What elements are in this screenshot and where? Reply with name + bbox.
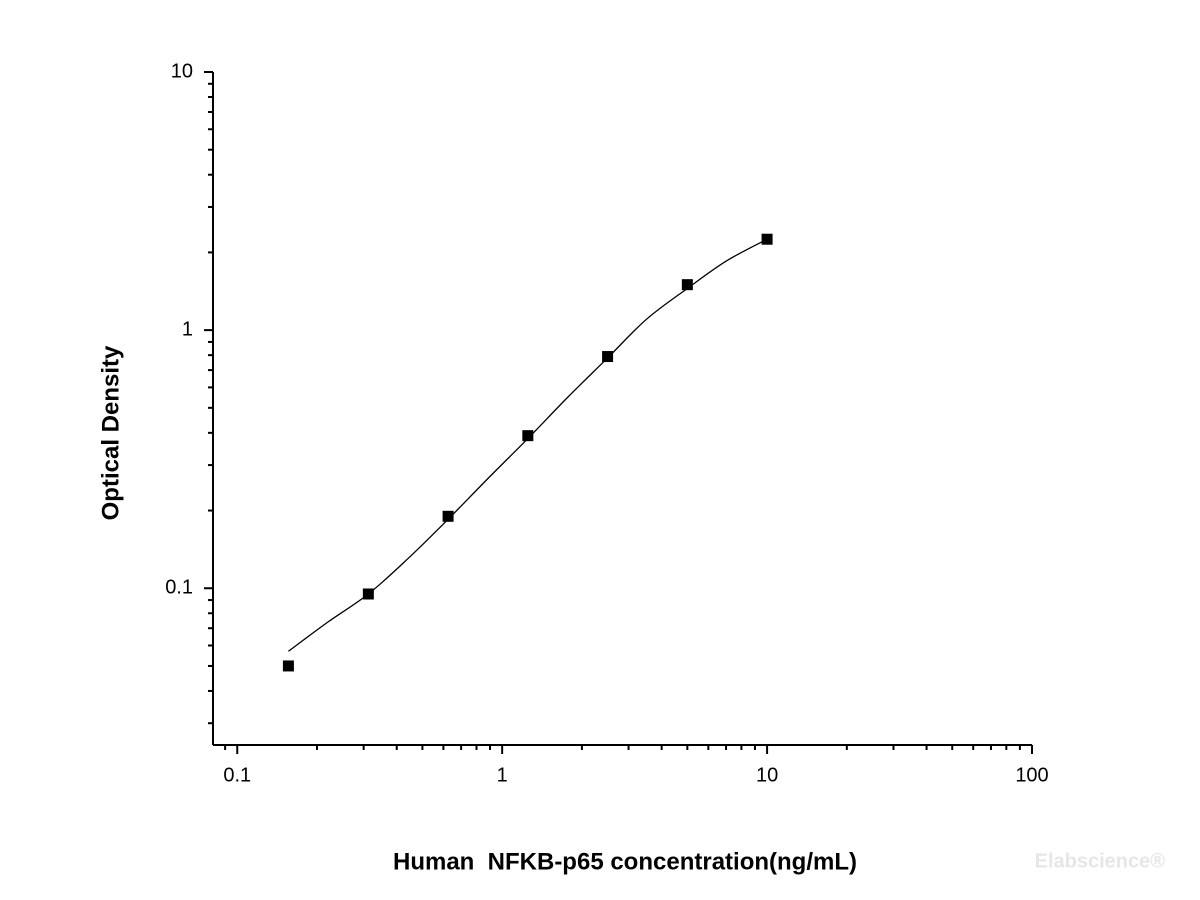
y-tick-label: 10: [171, 60, 193, 82]
x-axis-title: Human NFKB-p65 concentration(ng/mL): [393, 848, 857, 875]
data-point: [761, 233, 773, 245]
x-tick-label: 10: [756, 764, 778, 786]
watermark: Elabscience®: [1035, 850, 1166, 872]
fit-curve: [288, 238, 768, 652]
x-tick-label: 0.1: [223, 764, 251, 786]
y-tick-label: 1: [182, 318, 193, 340]
y-tick-label: 0.1: [165, 577, 193, 599]
x-tick-label: 1: [497, 764, 508, 786]
data-point: [282, 660, 294, 672]
data-point: [602, 351, 614, 363]
data-point: [442, 510, 454, 522]
x-tick-label: 100: [1015, 764, 1048, 786]
y-axis-title: Optical Density: [97, 345, 124, 520]
data-point: [522, 430, 534, 442]
data-point: [681, 279, 693, 291]
